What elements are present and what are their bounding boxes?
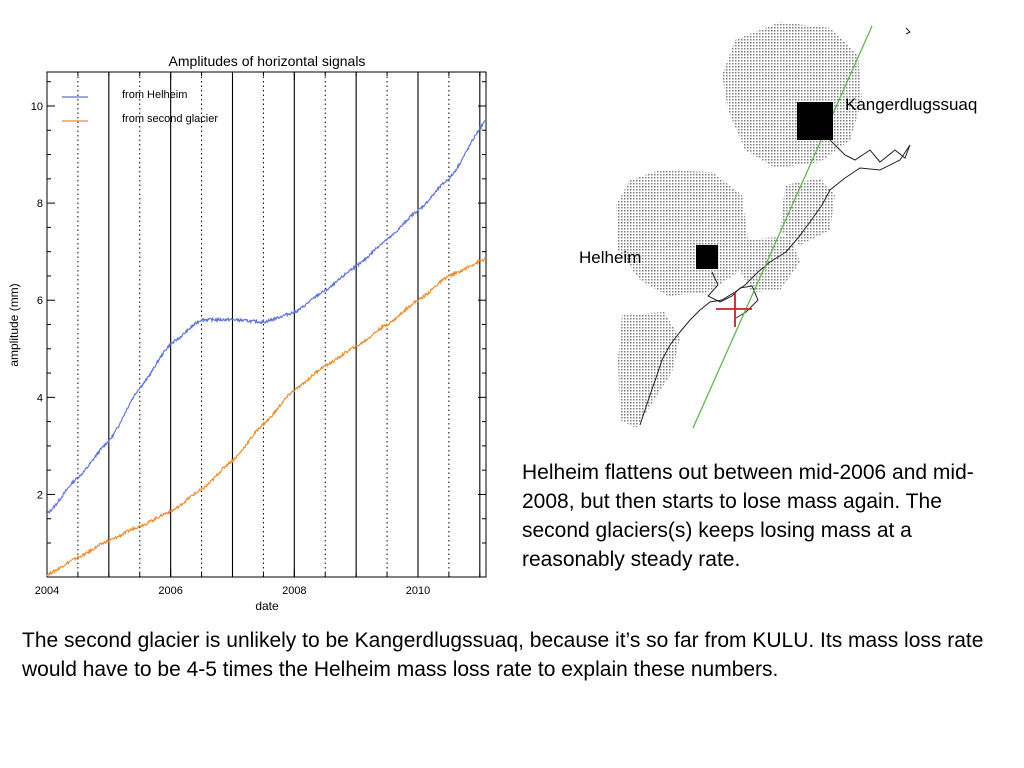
kangerdlugssuaq-label: Kangerdlugssuaq <box>845 95 978 114</box>
glacier-map <box>616 22 911 429</box>
chart-title: Amplitudes of horizontal signals <box>169 53 366 69</box>
x-axis-label: date <box>255 599 279 613</box>
y-tick-label: 8 <box>37 198 43 210</box>
kangerdlugssuaq-marker <box>797 102 833 140</box>
coastal-area-3 <box>618 312 680 428</box>
x-tick-label: 2006 <box>158 585 182 597</box>
series-group <box>46 120 487 577</box>
coastline-north-stub <box>905 27 911 35</box>
y-tick-label: 4 <box>37 392 43 404</box>
satellite-track-line <box>692 25 873 429</box>
axes: 2 4 6 8 10 2004 2006 2008 2010 <box>31 71 487 597</box>
legend-label: from second glacier <box>122 113 218 125</box>
amplitude-chart: Amplitudes of horizontal signals 2468102… <box>7 53 487 613</box>
helheim-drainage-area <box>616 170 748 296</box>
coastal-area-1 <box>780 178 835 245</box>
coastline <box>639 139 911 426</box>
x-tick-label: 2010 <box>406 585 430 597</box>
coastline-inlet <box>707 271 759 319</box>
plot-frame <box>46 71 487 578</box>
y-tick-label: 2 <box>37 489 43 501</box>
helheim-label: Helheim <box>579 248 642 267</box>
series-line-helheim <box>46 120 487 514</box>
y-tick-label: 6 <box>37 295 43 307</box>
y-axis-label: amplitude (mm) <box>7 283 21 366</box>
y-tick-label: 10 <box>31 101 43 113</box>
right-caption: Helheim flattens out between mid-2006 an… <box>522 461 974 571</box>
legend-label: from Helheim <box>122 89 187 101</box>
helheim-marker <box>696 245 718 269</box>
x-tick-label: 2004 <box>35 585 59 597</box>
coastal-area-2 <box>738 236 800 292</box>
year-gridlines <box>77 72 481 577</box>
x-tick-label: 2008 <box>282 585 306 597</box>
legend: from Helheim from second glacier <box>62 89 218 125</box>
series-line-second-glacier <box>46 257 487 577</box>
bottom-caption: The second glacier is unlikely to be Kan… <box>22 629 984 681</box>
